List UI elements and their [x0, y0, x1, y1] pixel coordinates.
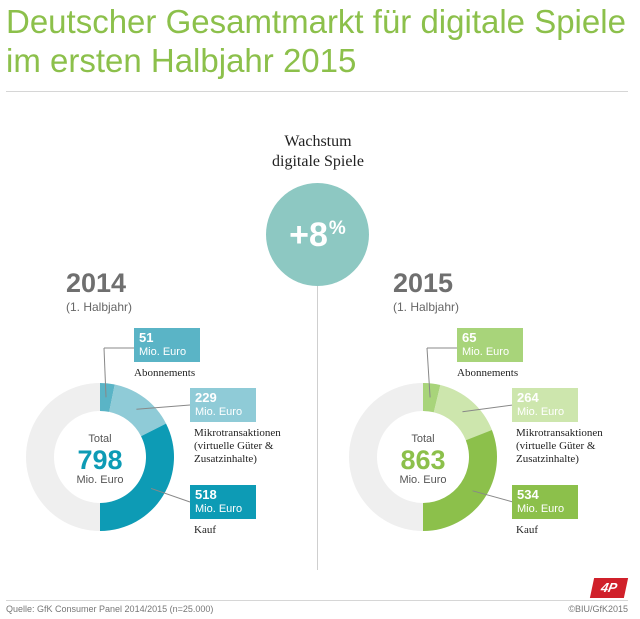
slice-value: 264	[517, 390, 539, 405]
donut-2014	[25, 383, 174, 532]
slice-unit: Mio. Euro	[517, 503, 565, 515]
slice-unit: Mio. Euro	[517, 406, 565, 418]
value-box-2014-abonnements: 51 Mio. Euro	[134, 328, 200, 362]
slice-unit: Mio. Euro	[139, 346, 187, 358]
donut-charts	[25, 347, 514, 532]
copyright-note: ©BIU/GfK2015	[568, 604, 628, 614]
category-2015-abonnements: Abonnements	[457, 367, 518, 380]
top-divider	[6, 91, 628, 92]
category-2014-mikrotransaktionen: Mikrotransaktionen (virtuelle Güter & Zu…	[194, 427, 281, 466]
slice-value: 51	[139, 330, 154, 345]
growth-badge: +8%	[266, 183, 369, 286]
slice-unit: Mio. Euro	[462, 346, 510, 358]
leader-line	[472, 490, 514, 503]
category-label: Abonnements	[134, 367, 196, 379]
category-label-line-1: Mikrotransaktionen	[516, 427, 603, 439]
slice-value: 229	[195, 390, 217, 405]
category-label-line-2: (virtuelle Güter &	[516, 440, 596, 452]
value-box-2015-abonnements: 65 Mio. Euro	[457, 328, 523, 362]
slice-unit: Mio. Euro	[195, 503, 243, 515]
bottom-divider	[6, 600, 628, 601]
total-unit: Mio. Euro	[76, 474, 124, 486]
slice-value: 534	[517, 487, 539, 502]
leader-line	[426, 347, 431, 398]
total-label: Total	[411, 433, 435, 445]
slice-kauf	[100, 423, 174, 531]
category-label: Abonnements	[457, 367, 519, 379]
growth-label-line-2: digitale Spiele	[272, 153, 364, 170]
total-label: Total	[88, 433, 112, 445]
total-unit: Mio. Euro	[399, 474, 447, 486]
leader-line	[462, 404, 514, 413]
category-2014-kauf: Kauf	[194, 524, 216, 537]
slice-value: 65	[462, 330, 477, 345]
slice-value: 518	[195, 487, 217, 502]
leader-line	[150, 487, 191, 503]
slice-kauf	[423, 430, 497, 531]
category-label-line-2: (virtuelle Güter &	[194, 440, 274, 452]
donut-2015	[348, 382, 497, 532]
category-2014-abonnements: Abonnements	[134, 367, 195, 380]
title-line-1: Deutscher Gesamtmarkt für digitale Spiel…	[6, 3, 626, 40]
leader-line	[103, 347, 107, 398]
year-2014-title: 2014	[66, 268, 127, 298]
value-box-2015-mikrotransaktionen: 264 Mio. Euro	[512, 388, 578, 422]
leader-lines	[103, 347, 514, 503]
year-2015-subtitle: (1. Halbjahr)	[393, 300, 460, 314]
category-label: Kauf	[194, 524, 216, 536]
center-divider	[317, 280, 318, 570]
growth-value: +8	[289, 215, 328, 254]
publisher-logo: 4P	[589, 578, 629, 598]
value-box-2014-mikrotransaktionen: 229 Mio. Euro	[190, 388, 256, 422]
category-label-line-3: Zusatzinhalte)	[516, 453, 579, 465]
slice-abonnements	[423, 382, 441, 413]
total-2014: Total 798 Mio. Euro	[50, 433, 150, 487]
page-title: Deutscher Gesamtmarkt für digitale Spiel…	[6, 2, 636, 80]
category-label-line-3: Zusatzinhalte)	[194, 453, 257, 465]
growth-label-line-1: Wachstum	[284, 133, 352, 150]
category-2015-kauf: Kauf	[516, 524, 538, 537]
value-box-2014-kauf: 518 Mio. Euro	[190, 485, 256, 519]
growth-unit: %	[328, 217, 346, 239]
slice-mikrotransaktionen	[433, 385, 492, 441]
total-2015: Total 863 Mio. Euro	[373, 433, 473, 487]
category-label-line-1: Mikrotransaktionen	[194, 427, 281, 439]
year-2015-title: 2015	[393, 268, 454, 298]
category-label: Kauf	[516, 524, 538, 536]
value-box-2015-kauf: 534 Mio. Euro	[512, 485, 578, 519]
category-2015-mikrotransaktionen: Mikrotransaktionen (virtuelle Güter & Zu…	[516, 427, 603, 466]
source-note: Quelle: GfK Consumer Panel 2014/2015 (n=…	[6, 604, 214, 614]
slice-mikrotransaktionen	[109, 384, 167, 437]
leader-line	[136, 404, 191, 410]
slice-unit: Mio. Euro	[195, 406, 243, 418]
year-2014-subtitle: (1. Halbjahr)	[66, 300, 133, 314]
total-value: 863	[400, 445, 446, 475]
title-line-2: im ersten Halbjahr 2015	[6, 42, 357, 79]
growth-label: Wachstum digitale Spiele	[220, 132, 416, 172]
slice-abonnements	[100, 383, 115, 412]
total-value: 798	[77, 445, 123, 475]
